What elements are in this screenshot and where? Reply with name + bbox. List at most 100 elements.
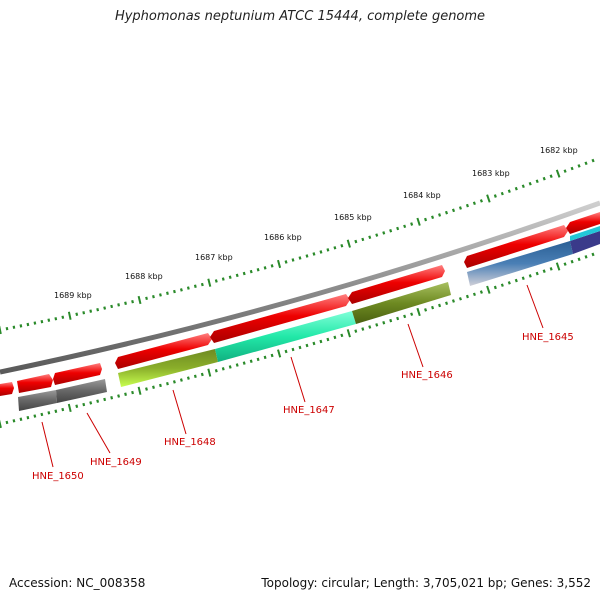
forward-gene[interactable]: [464, 225, 568, 268]
minor-tick: [242, 271, 246, 276]
minor-tick: [152, 294, 155, 299]
minor-tick: [591, 252, 595, 257]
minor-tick: [54, 409, 58, 413]
gene-HNE_1649[interactable]: [56, 379, 107, 403]
ruler-label: 1683 kbp: [472, 169, 510, 178]
minor-tick: [172, 380, 176, 384]
gene-HNE_1646[interactable]: [352, 282, 451, 324]
minor-tick: [270, 264, 274, 268]
minor-tick: [361, 327, 365, 331]
minor-tick: [117, 394, 121, 398]
minor-tick: [159, 383, 162, 388]
minor-tick: [152, 385, 155, 389]
minor-tick: [319, 250, 323, 254]
forward-gene[interactable]: [53, 363, 102, 385]
minor-tick: [563, 169, 567, 173]
ruler-label: 1687 kbp: [195, 253, 233, 262]
minor-tick: [40, 319, 44, 324]
gene-label-HNE_1646[interactable]: HNE_1646: [401, 370, 453, 381]
forward-gene[interactable]: [566, 212, 600, 234]
minor-tick: [298, 345, 302, 350]
minor-tick: [263, 266, 267, 270]
minor-tick: [96, 399, 100, 403]
minor-tick: [375, 233, 379, 237]
gene-label-HNE_1645[interactable]: HNE_1645: [522, 332, 574, 343]
gene-label-HNE_1647[interactable]: HNE_1647: [283, 405, 335, 416]
minor-tick: [326, 337, 330, 342]
minor-tick: [75, 404, 79, 408]
inner-tick-ring: [0, 252, 595, 429]
minor-tick: [193, 284, 197, 289]
minor-tick: [549, 267, 553, 271]
minor-tick: [354, 329, 358, 333]
minor-tick: [500, 283, 504, 287]
minor-tick: [291, 258, 295, 262]
minor-tick: [368, 325, 372, 329]
minor-tick: [103, 306, 107, 310]
gene-HNE_1648[interactable]: [118, 349, 218, 387]
minor-tick: [507, 281, 511, 285]
minor-tick: [479, 199, 483, 203]
minor-tick: [458, 206, 462, 210]
gene-label-HNE_1650[interactable]: HNE_1650: [32, 471, 84, 482]
minor-tick: [333, 335, 337, 340]
minor-tick: [528, 274, 532, 278]
ruler-tick-ring: [0, 158, 595, 335]
gene-HNE_1645[interactable]: [467, 241, 573, 286]
minor-tick: [507, 189, 511, 193]
minor-tick: [396, 226, 400, 231]
minor-tick: [472, 292, 476, 297]
minor-tick: [284, 260, 288, 264]
forward-gene[interactable]: [0, 382, 14, 396]
minor-tick: [479, 290, 483, 294]
minor-tick: [26, 322, 30, 327]
minor-tick: [33, 414, 37, 418]
gene-label-HNE_1648[interactable]: HNE_1648: [164, 437, 216, 448]
minor-tick: [40, 412, 44, 417]
major-tick: [137, 295, 142, 305]
minor-tick: [451, 208, 456, 213]
minor-tick: [82, 311, 86, 315]
major-tick: [416, 217, 421, 226]
minor-tick: [19, 417, 23, 421]
gene-partial-right[interactable]: [570, 231, 600, 254]
gene-label-HNE_1649[interactable]: HNE_1649: [90, 457, 142, 468]
major-tick: [346, 239, 351, 248]
ruler-label: 1684 kbp: [403, 191, 441, 200]
minor-tick: [584, 255, 588, 259]
minor-tick: [256, 357, 260, 362]
forward-gene[interactable]: [210, 294, 350, 343]
minor-tick: [110, 304, 114, 309]
ruler-label: 1686 kbp: [264, 233, 302, 242]
minor-tick: [542, 176, 546, 181]
minor-tick: [89, 401, 93, 405]
minor-tick: [242, 361, 246, 365]
minor-tick: [570, 166, 574, 171]
minor-tick: [89, 309, 93, 313]
major-tick: [0, 419, 2, 429]
gene-partial-right-top[interactable]: [570, 226, 600, 241]
minor-tick: [33, 321, 37, 325]
major-tick: [207, 368, 212, 377]
label-leaders: [41, 284, 544, 468]
forward-gene[interactable]: [115, 333, 212, 369]
major-tick: [207, 278, 212, 287]
minor-tick: [542, 269, 546, 273]
forward-gene[interactable]: [17, 374, 53, 393]
forward-gene[interactable]: [348, 265, 445, 304]
major-tick: [67, 311, 72, 320]
minor-tick: [465, 203, 469, 208]
gene-HNE_1650[interactable]: [18, 390, 57, 411]
minor-tick: [61, 407, 65, 412]
minor-tick: [124, 301, 127, 305]
minor-tick: [193, 374, 197, 379]
minor-tick: [284, 349, 288, 354]
minor-tick: [528, 181, 532, 186]
minor-tick: [186, 376, 190, 380]
minor-tick: [431, 215, 435, 220]
minor-tick: [340, 333, 344, 338]
minor-tick: [179, 378, 183, 382]
gene-HNE_1647[interactable]: [215, 311, 356, 362]
minor-tick: [214, 369, 218, 373]
